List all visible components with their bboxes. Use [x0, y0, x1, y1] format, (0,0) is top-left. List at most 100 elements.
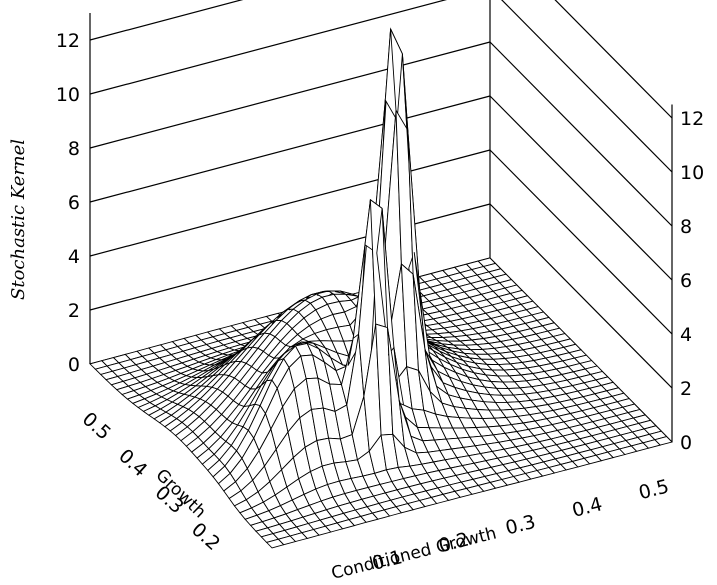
surface-cell-fill: [171, 351, 189, 359]
surface-cell-fill: [506, 344, 524, 352]
z-tick-left: 8: [68, 138, 80, 160]
surface-cell-fill: [176, 355, 194, 363]
surface-cell-fill: [462, 369, 480, 380]
surface-cell-fill: [162, 380, 180, 389]
y-tick: 0.2: [187, 518, 224, 555]
surface-cell-fill: [480, 451, 498, 461]
z-axis-right-ticks: 0 2 4 6 8 10 12: [680, 108, 704, 454]
surface-cell-fill: [531, 384, 549, 393]
surface-cell-fill: [480, 368, 498, 376]
surface-mesh: [89, 27, 673, 549]
surface-cell-fill: [350, 499, 368, 510]
surface-cell-fill: [210, 392, 229, 410]
surface-cell-fill: [445, 357, 463, 370]
surface-cell-fill: [188, 351, 206, 360]
surface-cell-fill: [317, 378, 336, 412]
wall-gridline-right: [554, 0, 673, 119]
surface-cell-fill: [263, 336, 281, 356]
surface-cell-fill: [433, 350, 451, 365]
wall-gridline-back: [89, 0, 244, 41]
surface-cell-fill: [248, 405, 266, 439]
surface-cell-fill: [236, 327, 254, 335]
surface-cell-fill: [434, 346, 452, 357]
surface-cell-fill: [219, 325, 237, 334]
surface-cell-fill: [147, 357, 165, 367]
wall-gridline-back: [89, 95, 491, 203]
surface-cell-fill: [122, 390, 140, 400]
surface-cell-fill: [373, 492, 391, 504]
surface-cell-fill: [276, 309, 294, 321]
surface-cell-fill: [269, 320, 287, 337]
surface-cell-fill: [396, 110, 414, 275]
surface-cell-fill: [305, 440, 323, 472]
surface-cell-fill: [252, 333, 270, 349]
surface-cell-fill: [289, 355, 307, 389]
surface-cell-fill: [321, 314, 339, 330]
surface-cell-fill: [264, 320, 282, 334]
surface-cell-fill: [336, 338, 354, 385]
surface-cell-fill: [127, 394, 145, 404]
surface-cell-fill: [229, 490, 247, 506]
surface-cell-fill: [193, 355, 211, 363]
surface-cell-fill: [186, 437, 204, 453]
surface-cell-fill: [450, 364, 468, 377]
surface-cell-fill: [215, 419, 233, 438]
surface-cell-fill: [421, 462, 439, 474]
surface-cell-fill: [527, 365, 545, 374]
surface-cell-fill: [145, 382, 163, 391]
surface-cell-fill: [199, 357, 217, 365]
surface-cell-fill: [439, 351, 457, 363]
surface-cell-fill: [224, 330, 242, 338]
surface-cell-fill: [217, 375, 235, 392]
surface-cell-fill: [190, 376, 208, 386]
surface-cell-fill: [312, 355, 330, 385]
surface-cell-fill: [310, 466, 328, 489]
surface-cell-fill: [216, 396, 234, 415]
surface-cell-fill: [492, 449, 510, 459]
surface-cell-fill: [241, 331, 259, 339]
surface-cell-fill: [475, 363, 493, 370]
surface-cell-fill: [198, 364, 216, 371]
surface-cell-fill: [210, 353, 228, 360]
surface-cell-fill: [220, 422, 238, 442]
z-tick-right: 12: [680, 108, 704, 130]
wall-gridline-right: [489, 95, 673, 281]
surface-cell-fill: [473, 384, 491, 395]
surface-cell-fill: [439, 449, 457, 460]
surface-cell-fill: [287, 300, 306, 310]
z-axis-title: Stochastic Kernel: [8, 139, 29, 300]
surface-cell-fill: [247, 450, 265, 481]
z-tick-right: 2: [680, 378, 692, 400]
z-tick-right: 8: [680, 216, 692, 238]
surface-cell-fill: [319, 348, 337, 371]
surface-cell-fill: [479, 379, 497, 389]
surface-cell-fill: [485, 374, 503, 383]
surface-cell-fill: [211, 345, 230, 352]
surface-cell-fill: [185, 377, 203, 386]
surface-cell-fill: [116, 386, 134, 395]
surface-cell-fill: [298, 471, 316, 495]
surface-cell-fill: [444, 475, 462, 485]
surface-cell-fill: [205, 351, 223, 358]
surface-cell-fill: [511, 349, 529, 358]
surface-cell-fill: [157, 378, 175, 386]
surface-cell-fill: [129, 369, 147, 378]
surface-cell-fill: [143, 405, 161, 416]
surface-cell-fill: [198, 426, 216, 443]
surface-cell-fill: [529, 412, 547, 421]
surface-cell-fill: [227, 404, 245, 423]
surface-cell-fill: [152, 374, 170, 383]
wall-gridline-right: [489, 149, 673, 335]
surface-cell-fill: [248, 324, 266, 332]
surface-cell-fill: [153, 362, 171, 371]
surface-cell-fill: [212, 374, 230, 389]
surface-cell-fill: [182, 359, 200, 367]
surface-cell-fill: [117, 373, 135, 382]
surface-cell-fill: [249, 380, 267, 406]
wall-gridline-back: [89, 203, 491, 311]
surface-cell-fill: [195, 375, 214, 386]
surface-cell-fill: [538, 377, 556, 385]
surface-cell-fill: [471, 400, 490, 411]
x-tick: 0.5: [637, 476, 672, 505]
